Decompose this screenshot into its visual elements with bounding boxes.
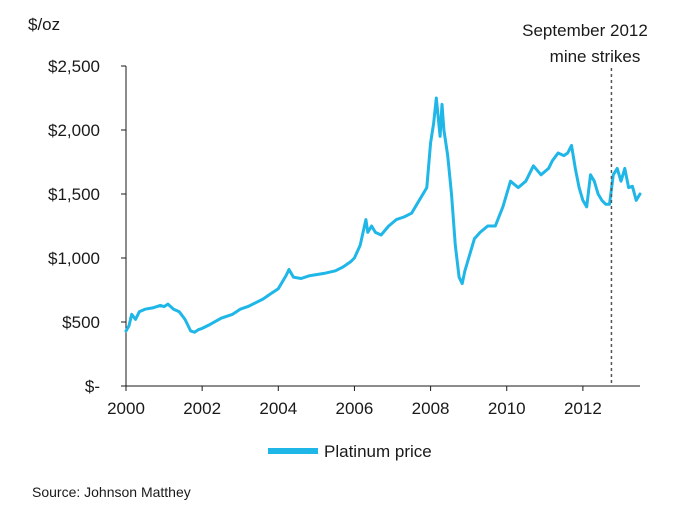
x-tick-label: 2000 [107, 399, 145, 418]
x-tick-label: 2010 [488, 399, 526, 418]
source-note: Source: Johnson Matthey [32, 484, 191, 500]
y-tick-label: $500 [62, 313, 100, 332]
y-tick-label: $2,000 [48, 121, 100, 140]
legend: Platinum price [268, 442, 432, 461]
x-tick-label: 2002 [183, 399, 221, 418]
y-tick-label: $2,500 [48, 57, 100, 76]
annotation-line-1: September 2012 [522, 21, 648, 40]
series-line-platinum-price [124, 96, 642, 334]
x-tick-label: 2008 [412, 399, 450, 418]
y-unit-label: $/oz [28, 15, 60, 34]
y-axis-ticks: $- $500 $1,000 $1,500 $2,000 $2,500 [48, 57, 126, 396]
x-tick-label: 2006 [336, 399, 374, 418]
mine-strikes-annotation: September 2012 mine strikes [522, 21, 648, 386]
y-tick-label: $1,000 [48, 249, 100, 268]
x-tick-label: 2012 [564, 399, 602, 418]
x-axis-ticks: 2000 2002 2004 2006 2008 2010 2012 [107, 386, 602, 418]
series-layer [124, 96, 642, 334]
x-tick-label: 2004 [259, 399, 297, 418]
y-tick-label: $- [85, 377, 100, 396]
legend-label: Platinum price [324, 442, 432, 461]
y-tick-label: $1,500 [48, 185, 100, 204]
annotation-line-2: mine strikes [550, 47, 641, 66]
